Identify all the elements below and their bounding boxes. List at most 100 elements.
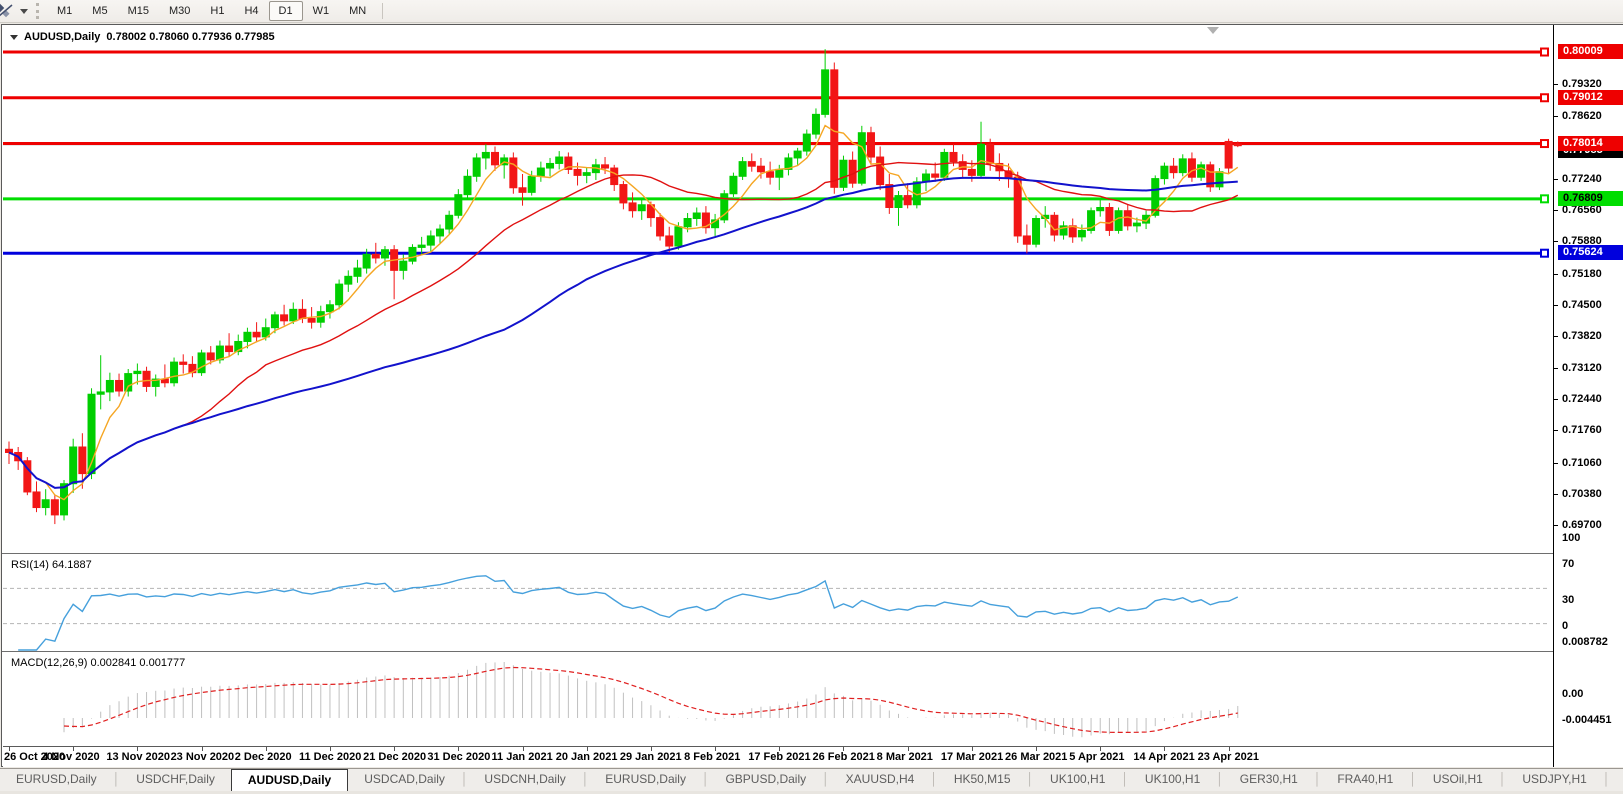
candle-body bbox=[756, 165, 765, 173]
price-level-anchor bbox=[1540, 139, 1549, 149]
candle-body bbox=[325, 304, 334, 313]
candle-body bbox=[509, 157, 518, 189]
toolbar-grip[interactable] bbox=[36, 3, 39, 19]
candle-body bbox=[353, 267, 362, 277]
chart-shift-marker[interactable] bbox=[1207, 27, 1219, 34]
candle-body bbox=[546, 162, 555, 169]
timeframe-button-h1[interactable]: H1 bbox=[210, 5, 225, 17]
chart-tab-dj30-weekly[interactable]: DJ30,Weekly bbox=[1610, 769, 1623, 791]
chart-tab-eurusd-daily[interactable]: EURUSD,Daily bbox=[605, 772, 686, 786]
macd-scale-label: 0.008782 bbox=[1562, 636, 1608, 648]
macd-pane[interactable] bbox=[3, 654, 1553, 746]
chart-title: AUDUSD,Daily 0.78002 0.78060 0.77936 0.7… bbox=[10, 31, 275, 43]
candle-body bbox=[399, 260, 408, 271]
candle-body bbox=[628, 202, 637, 212]
candle-body bbox=[491, 151, 500, 166]
candle-body bbox=[729, 175, 738, 195]
chart-tab-usdcnh-daily[interactable]: USDCNH,Daily bbox=[484, 772, 566, 786]
tab-separator: │ bbox=[1121, 772, 1129, 786]
price-tick-mark bbox=[1554, 179, 1558, 181]
price-tick-label: 0.73820 bbox=[1562, 329, 1602, 342]
candle-body bbox=[1013, 176, 1022, 237]
line-style-tool-icon[interactable] bbox=[0, 3, 16, 19]
date-tick-mark bbox=[1100, 747, 1102, 751]
main-price-pane[interactable] bbox=[3, 26, 1553, 553]
price-level-anchor bbox=[1540, 248, 1549, 258]
timeframe-button-w1[interactable]: W1 bbox=[312, 5, 330, 17]
rsi-pane[interactable] bbox=[3, 556, 1553, 651]
candle-body bbox=[170, 361, 179, 384]
candle-body bbox=[1114, 210, 1123, 231]
date-tick-mark bbox=[715, 747, 717, 751]
timeframe-button-h4[interactable]: H4 bbox=[244, 5, 259, 17]
candle-body bbox=[1233, 143, 1242, 147]
pane-splitter[interactable] bbox=[2, 651, 1623, 652]
candle-body bbox=[371, 253, 380, 259]
candle-body bbox=[252, 331, 261, 338]
chart-tab-usdjpy-h1[interactable]: USDJPY,H1 bbox=[1522, 772, 1587, 786]
candle-body bbox=[949, 151, 958, 163]
candle-body bbox=[619, 184, 628, 204]
timeframe-button-m30[interactable]: M30 bbox=[168, 5, 191, 17]
date-tick-mark bbox=[1228, 747, 1230, 751]
date-tick-mark bbox=[650, 747, 652, 751]
candle-body bbox=[1096, 207, 1105, 212]
candle-body bbox=[41, 499, 50, 509]
chart-window[interactable]: AUDUSD,Daily 0.78002 0.78060 0.77936 0.7… bbox=[1, 24, 1623, 767]
date-tick-mark bbox=[779, 747, 781, 751]
date-tick-label: 31 Dec 2020 bbox=[427, 751, 491, 763]
candle-body bbox=[830, 69, 839, 188]
chart-tab-hk50-m15[interactable]: HK50,M15 bbox=[953, 772, 1011, 786]
candle-body bbox=[289, 308, 298, 322]
candle-body bbox=[307, 318, 316, 323]
tool-dropdown-caret-icon[interactable] bbox=[20, 8, 28, 14]
candle-body bbox=[133, 370, 142, 375]
tab-separator: │ bbox=[930, 772, 938, 786]
chart-tab-xauusd-h4[interactable]: XAUUSD,H4 bbox=[845, 772, 915, 786]
date-tick-label: 23 Nov 2020 bbox=[170, 751, 235, 763]
chart-tab-audusd-daily[interactable]: AUDUSD,Daily bbox=[230, 769, 349, 791]
candle-body bbox=[1169, 165, 1178, 174]
date-tick-mark bbox=[9, 747, 10, 751]
chart-tab-fra40-h1[interactable]: FRA40,H1 bbox=[1337, 772, 1394, 786]
chart-tab-eurusd-daily[interactable]: EURUSD,Daily bbox=[16, 772, 97, 786]
candle-body bbox=[665, 235, 674, 247]
candle-body bbox=[811, 113, 820, 135]
chart-tab-gbpusd-daily[interactable]: GBPUSD,Daily bbox=[725, 772, 807, 786]
candle-body bbox=[1151, 178, 1160, 216]
date-tick-mark bbox=[1036, 747, 1038, 751]
candle-body bbox=[1077, 229, 1086, 238]
candle-body bbox=[527, 175, 536, 193]
price-tick-mark bbox=[1554, 210, 1558, 212]
date-tick-label: 20 Jan 2021 bbox=[555, 751, 618, 763]
chart-tab-usdchf-daily[interactable]: USDCHF,Daily bbox=[136, 772, 215, 786]
timeframe-buttons: M1 M5 M15 M30 H1 H4 D1 W1 MN bbox=[47, 1, 376, 21]
chart-title-caret-icon[interactable] bbox=[10, 34, 18, 40]
candle-body bbox=[408, 246, 417, 262]
price-scale[interactable]: 0.79320 0.78620 0.77240 0.76560 0.75880 0.751… bbox=[1553, 25, 1623, 767]
chart-tab-ger30-h1[interactable]: GER30,H1 bbox=[1239, 772, 1298, 786]
candle-body bbox=[1187, 158, 1196, 178]
timeframe-button-mn[interactable]: MN bbox=[349, 5, 367, 17]
chart-tab-usdcad-daily[interactable]: USDCAD,Daily bbox=[364, 772, 445, 786]
timeframe-button-m5[interactable]: M5 bbox=[92, 5, 108, 17]
candle-body bbox=[78, 446, 87, 475]
price-level-badge: 0.76809 bbox=[1558, 190, 1623, 206]
candle-body bbox=[793, 150, 802, 159]
chart-tab-uk100-h1[interactable]: UK100,H1 bbox=[1144, 772, 1201, 786]
date-tick-label: 8 Mar 2021 bbox=[876, 751, 933, 763]
price-tick-label: 0.70380 bbox=[1562, 487, 1602, 500]
date-tick-label: 23 Apr 2021 bbox=[1197, 751, 1259, 763]
timeframe-button-m15[interactable]: M15 bbox=[127, 5, 149, 17]
timeframe-button-d1[interactable]: D1 bbox=[268, 1, 303, 21]
pane-splitter[interactable] bbox=[2, 553, 1623, 554]
date-tick-mark bbox=[586, 747, 588, 751]
chart-tab-usoil-h1[interactable]: USOil,H1 bbox=[1432, 772, 1483, 786]
chart-tab-uk100-h1[interactable]: UK100,H1 bbox=[1050, 772, 1106, 786]
tab-separator: │ bbox=[1602, 772, 1611, 786]
candle-body bbox=[32, 491, 41, 509]
timeframe-button-m1[interactable]: M1 bbox=[57, 5, 73, 17]
date-axis[interactable]: 26 Oct 2020 4 Nov 2020 13 Nov 2020 23 Nov 2… bbox=[3, 746, 1553, 767]
date-tick-mark bbox=[522, 747, 524, 751]
